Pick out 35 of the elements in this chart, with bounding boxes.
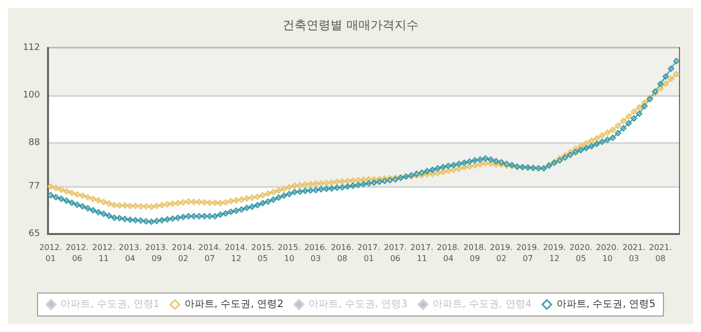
x-tick-label: 2017. 06	[384, 243, 407, 263]
x-tick-label: 2017. 01	[357, 243, 380, 263]
x-tick-label: 2018. 09	[463, 243, 486, 263]
legend-label: 아파트, 수도권, 연령2	[184, 299, 284, 310]
x-tick-label: 2019. 07	[516, 243, 540, 263]
x-tick-label: 2021. 03	[622, 243, 646, 263]
x-tick-label: 2014. 07	[198, 243, 222, 263]
x-tick-label: 2013. 04	[118, 243, 142, 263]
legend-label: 아파트, 수도권, 연령4	[432, 299, 532, 310]
x-tick-label: 2016. 08	[330, 243, 354, 263]
x-tick-label: 2012. 01	[39, 243, 62, 263]
chart-title: 건축연령별 매매가격지수	[282, 18, 418, 32]
x-tick-label: 2019. 02	[490, 243, 513, 263]
x-tick-label: 2014. 02	[172, 243, 195, 263]
x-tick-label: 2016. 03	[304, 243, 328, 263]
x-tick-label: 2020. 05	[569, 243, 592, 263]
x-tick-label: 2014. 12	[224, 243, 248, 263]
x-tick-label: 2020. 10	[596, 243, 619, 263]
y-tick-label: 65	[28, 229, 40, 239]
y-tick-label: 88	[28, 138, 40, 148]
x-tick-label: 2012. 06	[66, 243, 89, 263]
x-tick-label: 2017. 11	[410, 243, 434, 263]
x-tick-label: 2021. 08	[648, 243, 672, 263]
legend-label: 아파트, 수도권, 연령3	[308, 299, 408, 310]
x-tick-label: 2015. 10	[278, 243, 301, 263]
legend-label: 아파트, 수도권, 연령5	[556, 299, 656, 310]
legend-label: 아파트, 수도권, 연령1	[60, 299, 160, 310]
x-tick-label: 2018. 04	[436, 243, 460, 263]
x-tick-label: 2012. 11	[92, 243, 116, 263]
x-tick-label: 2015. 05	[251, 243, 274, 263]
x-tick-label: 2013. 09	[145, 243, 168, 263]
x-tick-label: 2019. 12	[542, 243, 566, 263]
y-tick-label: 100	[22, 90, 40, 100]
y-tick-label: 112	[22, 43, 40, 53]
y-tick-label: 77	[28, 182, 40, 192]
